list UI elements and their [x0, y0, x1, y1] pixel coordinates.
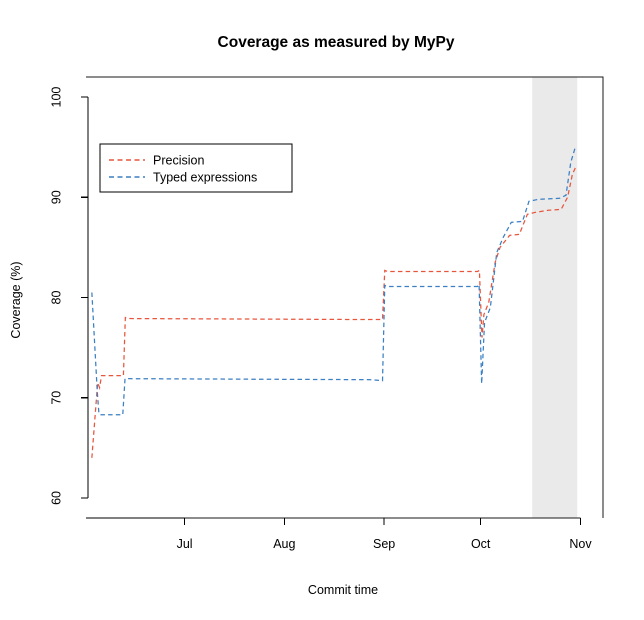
- legend[interactable]: Precision Typed expressions: [99, 143, 293, 193]
- legend-label-precision: Precision: [153, 154, 204, 168]
- x-tick-label: Oct: [471, 537, 491, 551]
- plot-frame: [86, 76, 604, 518]
- x-tick-label: Jul: [177, 537, 193, 551]
- x-tick-label: Nov: [569, 537, 592, 551]
- x-axis-title: Commit time: [308, 583, 378, 597]
- page-title: Coverage as measured by MyPy: [218, 34, 455, 51]
- series-line-typed-expressions: [91, 146, 576, 416]
- x-tick-label: Sep: [373, 537, 395, 551]
- y-axis-title: Coverage (%): [9, 261, 23, 338]
- tick-label-group: 60 70 80 90 100 Jul Aug Sep Oct Nov: [49, 87, 592, 551]
- x-tick-label: Aug: [273, 537, 295, 551]
- highlight-band-group: [532, 77, 578, 518]
- y-tick-label: 60: [49, 491, 63, 505]
- legend-label-typed-expressions: Typed expressions: [153, 171, 257, 185]
- y-tick-label: 90: [49, 190, 63, 204]
- legend-box: [99, 143, 293, 193]
- series-group: [91, 146, 577, 458]
- highlight-band: [532, 77, 578, 518]
- axes-group: [81, 76, 604, 525]
- y-tick-label: 100: [49, 87, 63, 108]
- y-tick-label: 70: [49, 391, 63, 405]
- y-tick-label: 80: [49, 291, 63, 305]
- series-line-precision: [91, 166, 577, 458]
